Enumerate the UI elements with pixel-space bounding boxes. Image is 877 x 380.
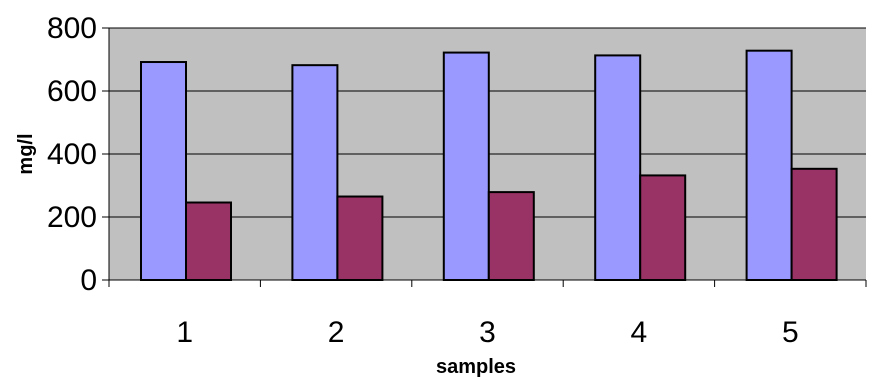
bar-series-2-sample-5: [790, 167, 838, 281]
bar-series-2-sample-1: [185, 201, 232, 281]
bar-series-1-sample-4: [594, 54, 642, 281]
x-axis-title: samples: [436, 356, 516, 378]
x-tick-label: 5: [782, 316, 799, 349]
y-tick-label: 600: [47, 75, 97, 108]
bar-series-1-sample-2: [291, 64, 339, 281]
bar-series-1-sample-5: [745, 49, 793, 282]
bar-series-2-sample-2: [336, 195, 384, 281]
bar-series-2-sample-3: [487, 191, 535, 282]
y-tick-label: 400: [47, 138, 97, 171]
x-tick-label: 1: [176, 316, 193, 349]
x-axis-ticks: 1 2 3 4 5: [108, 280, 867, 349]
x-tick-label: 3: [479, 316, 496, 349]
y-tick-label: 800: [47, 12, 97, 45]
y-axis-ticks: 0 200 400 600 800: [47, 12, 109, 297]
y-axis-title: mg/l: [15, 133, 37, 174]
x-tick-label: 2: [328, 316, 345, 349]
x-tick-label: 4: [631, 316, 648, 349]
bars: [140, 49, 838, 282]
bar-series-2-sample-4: [639, 174, 687, 281]
bar-series-1-sample-1: [140, 61, 187, 281]
y-tick-label: 200: [47, 201, 97, 234]
bar-series-1-sample-3: [442, 51, 490, 281]
y-tick-label: 0: [80, 264, 97, 297]
